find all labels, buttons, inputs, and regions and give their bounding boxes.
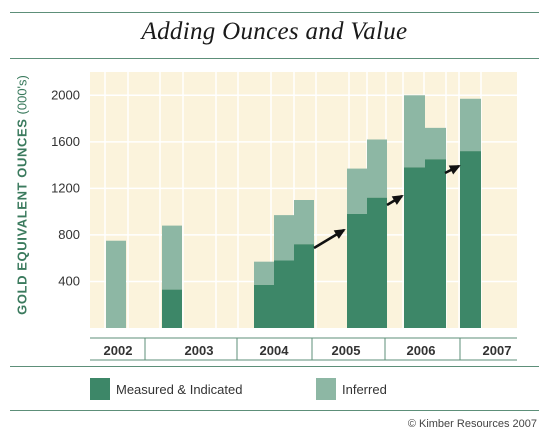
bar-measured-indicated	[162, 289, 182, 328]
x-tick-label: 2002	[104, 343, 133, 358]
x-tick-label: 2004	[260, 343, 290, 358]
legend-label: Inferred	[342, 382, 387, 397]
bar-measured-indicated	[404, 167, 425, 328]
title-rule	[10, 58, 539, 59]
x-tick-label: 2006	[407, 343, 436, 358]
x-tick-label: 2005	[332, 343, 361, 358]
arrow-head	[333, 228, 346, 239]
bar-inferred	[294, 200, 314, 245]
x-tick-label: 2007	[483, 343, 512, 358]
bar-measured-indicated	[460, 151, 481, 328]
y-axis-unit: (000's)	[14, 75, 30, 115]
bar-inferred	[162, 225, 182, 290]
arrow-head	[391, 194, 404, 205]
bar-measured-indicated	[274, 260, 294, 328]
bar-inferred	[274, 215, 294, 261]
arrow-head	[448, 165, 461, 175]
bar-measured-indicated	[294, 244, 314, 328]
legend-swatch	[90, 378, 110, 400]
bar-inferred	[367, 139, 387, 198]
bar-inferred	[425, 127, 446, 160]
y-axis-title: GOLD EQUIVALENT OUNCES	[14, 118, 30, 315]
bar-inferred	[106, 240, 126, 328]
top-rule	[10, 12, 539, 13]
legend-label: Measured & Indicated	[116, 382, 242, 397]
legend-top-rule	[10, 366, 539, 367]
copyright-text: © Kimber Resources 2007	[407, 418, 537, 430]
legend-swatch	[316, 378, 336, 400]
y-tick-label: 800	[58, 227, 80, 242]
x-tick-label: 2003	[185, 343, 214, 358]
bar-inferred	[460, 98, 481, 152]
bar-inferred	[347, 168, 367, 214]
bar-measured-indicated	[367, 197, 387, 328]
bar-measured-indicated	[347, 213, 367, 328]
bar-measured-indicated	[425, 159, 446, 328]
bar-measured-indicated	[254, 284, 274, 328]
y-tick-label: 1200	[51, 180, 80, 195]
bar-inferred	[404, 95, 425, 168]
y-tick-label: 1600	[51, 134, 80, 149]
y-tick-label: 2000	[51, 87, 80, 102]
chart-title: Adding Ounces and Value	[141, 18, 408, 45]
y-axis-label: GOLD EQUIVALENT OUNCES (000's)	[15, 75, 30, 315]
legend-bottom-rule	[10, 410, 539, 411]
y-tick-label: 400	[58, 273, 80, 288]
bar-inferred	[254, 261, 274, 285]
